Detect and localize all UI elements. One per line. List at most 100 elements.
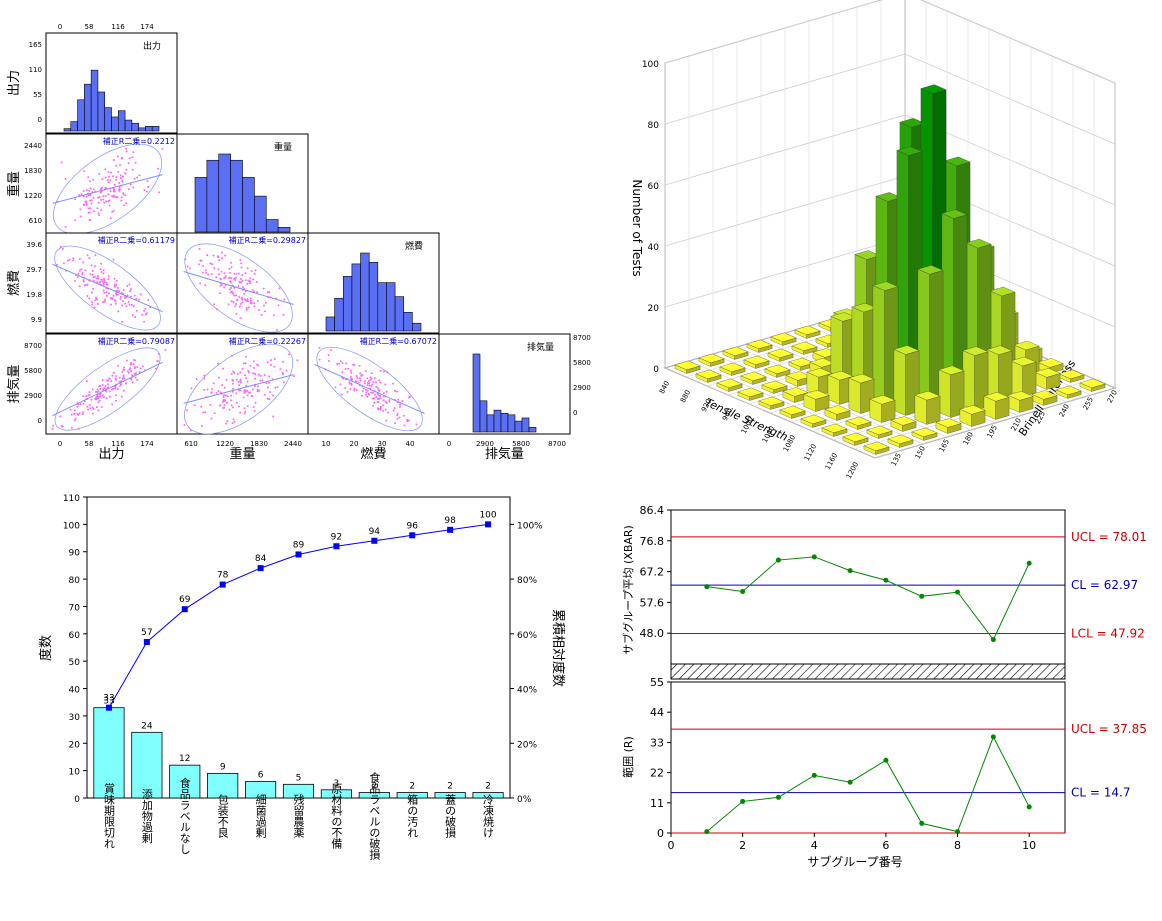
scatter-point (346, 390, 349, 393)
scatter-point (234, 305, 237, 308)
scatter-point (386, 411, 389, 414)
scatter-point (252, 372, 255, 375)
scatter-point (183, 424, 186, 427)
scatter-point (101, 178, 104, 181)
scatter-point (85, 380, 88, 383)
scatter-point (225, 422, 228, 425)
z-tick-label: 100 (642, 60, 659, 70)
scatter-point (132, 363, 135, 366)
histogram-bar (342, 276, 353, 332)
scatter-point (102, 301, 104, 304)
scatter-point (211, 263, 213, 266)
scatter-point (131, 314, 134, 317)
scatter-point (228, 408, 231, 411)
bottom-tick-label: 116 (111, 440, 125, 448)
scatter-point (233, 372, 236, 374)
scatter-point (230, 354, 233, 357)
bar3d-bar (914, 390, 941, 425)
bar-top-face (1010, 356, 1037, 367)
diag-label: 重量 (274, 141, 292, 153)
scatter-point (70, 426, 73, 429)
y-tick-label: 165 (938, 438, 951, 454)
scatter-point (263, 393, 266, 396)
bar3d-bar (824, 405, 851, 421)
scatter-point (111, 403, 114, 406)
bar-top-face (911, 427, 938, 437)
histogram-bar (97, 91, 106, 132)
scatter-point (384, 383, 387, 386)
right-tick-label: 8700 (573, 334, 591, 342)
bar-value-label: 5 (296, 773, 302, 783)
scatter-point (104, 168, 107, 171)
scatter-point (235, 272, 238, 275)
z-gridline (664, 114, 1116, 206)
cumulative-point (257, 565, 264, 572)
scatter-point (203, 374, 206, 377)
scatter-point (341, 362, 344, 365)
scatter-point (125, 359, 128, 362)
scatter-point (244, 362, 247, 365)
scatter-point (222, 400, 225, 403)
bar3d-bar (743, 355, 770, 369)
scatter-point (107, 171, 110, 174)
scatter-point (379, 381, 382, 384)
scatter-point (107, 193, 110, 196)
scatter-point (79, 208, 82, 211)
bar-top-face (764, 364, 791, 374)
cumulative-label: 96 (407, 521, 419, 531)
scatter-point (89, 207, 92, 210)
scatter-point (161, 147, 164, 150)
bottom-tick-label: 40 (406, 440, 415, 448)
scatter-point (107, 379, 109, 382)
scatter-point (359, 372, 362, 375)
scatter-point (90, 264, 93, 267)
scatter-point (115, 178, 118, 181)
scatter-point (119, 298, 122, 300)
scatter-point (74, 279, 76, 282)
confidence-ellipse (54, 347, 161, 431)
scatter-point (97, 212, 100, 215)
scatter-point (200, 425, 203, 427)
scatter-point (112, 195, 115, 198)
y-tick-label: 40 (69, 686, 81, 696)
scatter-point (327, 354, 330, 356)
scatter-point (210, 391, 213, 394)
scatter-point (256, 291, 259, 294)
scatter-point (246, 267, 249, 270)
scatter-point (74, 419, 76, 422)
scatter-point (94, 254, 97, 257)
bar3d-bar (962, 346, 989, 411)
scatter-point (131, 168, 134, 171)
scatter-point (239, 381, 242, 384)
scatter-point (145, 190, 148, 193)
scatter-point (131, 156, 134, 159)
scatter-point (134, 316, 136, 319)
cumulative-label: 94 (369, 527, 381, 537)
scatter-point (224, 254, 227, 257)
scatter-point (102, 198, 105, 201)
bar-top-face (1013, 340, 1040, 351)
scatter-point (367, 392, 370, 395)
y-tick-label: 110 (63, 494, 80, 504)
pareto-bar (169, 764, 201, 799)
left-tick-label: 1220 (24, 192, 42, 200)
left-tick-label: 55 (33, 91, 42, 99)
histogram-bar (521, 417, 530, 433)
x-axis-title: サブグループ番号 (807, 854, 902, 869)
y2-tick-label: 100% (517, 521, 543, 531)
scatter-point (105, 281, 108, 284)
scatter-point (121, 378, 124, 380)
scatter-point (244, 410, 247, 413)
bar-top-face (779, 405, 806, 415)
scatter-point (228, 276, 231, 279)
scatter-point (112, 175, 114, 178)
scatter-point (386, 371, 389, 374)
r-squared-label: 補正R二乗=0.22267 (229, 336, 306, 346)
bar3d-bar (791, 341, 818, 355)
xbar-tick-label: 57.6 (640, 596, 665, 609)
scatter-point (110, 171, 113, 174)
bar3d-bar (746, 339, 773, 353)
scatter-point (135, 309, 138, 312)
scatter-point (106, 179, 109, 182)
left-tick-label: 0 (38, 417, 42, 425)
